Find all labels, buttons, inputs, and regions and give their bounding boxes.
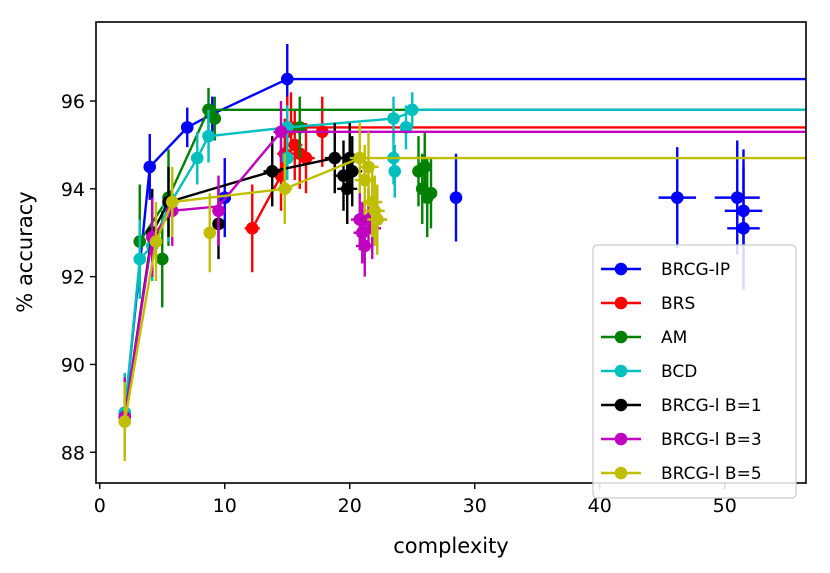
data-point <box>280 72 294 86</box>
data-point <box>133 252 147 266</box>
data-point <box>265 164 279 178</box>
plot-area <box>118 43 806 462</box>
axes-frame <box>95 21 807 484</box>
data-point <box>358 173 372 187</box>
data-point <box>355 226 369 240</box>
legend-swatch-marker <box>614 296 628 310</box>
legend-label: BRCG-l B=1 <box>661 396 762 416</box>
data-point <box>299 151 313 165</box>
y-axis-label: % accuracy <box>13 191 37 312</box>
data-point <box>418 160 432 174</box>
data-point <box>203 226 217 240</box>
data-point <box>670 191 684 204</box>
data-point <box>118 415 132 428</box>
data-point <box>353 213 367 226</box>
x-tick-label: 0 <box>94 495 106 517</box>
data-point <box>190 151 204 165</box>
x-tick-label: 40 <box>588 495 612 517</box>
data-point <box>208 112 222 125</box>
x-tick-label: 30 <box>463 495 487 517</box>
data-point <box>730 191 744 204</box>
legend-swatch-marker <box>614 330 628 344</box>
series-line <box>138 108 806 243</box>
data-point <box>180 121 194 134</box>
data-point <box>328 151 342 165</box>
y-tick-label: 96 <box>61 91 85 113</box>
y-tick-label: 90 <box>61 354 85 376</box>
data-point <box>340 182 354 196</box>
x-tick-label: 20 <box>338 495 362 517</box>
data-point <box>212 204 225 218</box>
legend-box <box>592 244 797 499</box>
data-point <box>143 160 157 174</box>
data-point <box>737 204 750 218</box>
data-point <box>149 235 163 248</box>
legend-swatch-marker <box>614 432 628 446</box>
series-line <box>123 156 806 422</box>
x-tick-label: 50 <box>713 495 737 517</box>
data-point <box>274 125 288 139</box>
data-point <box>405 103 419 117</box>
legend-label: BRCG-IP <box>661 260 730 280</box>
x-tick-label: 10 <box>213 495 237 517</box>
series-6 <box>118 122 806 462</box>
data-point <box>165 195 179 209</box>
legend-swatch-marker <box>614 466 628 480</box>
legend-label: BRCG-l B=5 <box>661 464 762 484</box>
data-point <box>278 182 292 196</box>
data-point <box>399 121 413 134</box>
legend-swatch-marker <box>614 398 628 412</box>
legend-label: BCD <box>661 362 697 382</box>
y-tick-label: 88 <box>61 442 85 464</box>
series-line <box>123 77 806 413</box>
data-point <box>737 222 750 235</box>
data-point <box>358 239 372 253</box>
x-axis-label: complexity <box>393 534 509 558</box>
data-point <box>345 164 359 178</box>
legend-label: AM <box>661 328 687 348</box>
legend-swatch-marker <box>614 262 628 276</box>
legend-swatch-marker <box>614 364 628 378</box>
legend-label: BRCG-l B=3 <box>661 430 762 450</box>
legend-label: BRS <box>661 294 695 314</box>
data-point <box>280 151 294 165</box>
data-point <box>424 186 438 200</box>
legend: BRCG-IP BRS AM BCD BRCG-l B=1 BRCG-l B=3 BRCG-… <box>592 244 797 499</box>
series-line <box>123 156 350 418</box>
data-point <box>202 129 215 143</box>
axis-ticks: 0 10 20 30 40 50 88 90 92 94 96 <box>61 91 737 517</box>
data-point <box>388 164 402 178</box>
y-tick-label: 94 <box>61 179 85 201</box>
data-point <box>362 160 375 174</box>
data-point <box>353 151 367 165</box>
data-point <box>449 191 463 204</box>
data-point <box>155 252 169 266</box>
data-point <box>387 112 400 125</box>
data-point <box>245 222 259 235</box>
y-tick-label: 92 <box>61 267 85 289</box>
data-point <box>370 213 384 226</box>
